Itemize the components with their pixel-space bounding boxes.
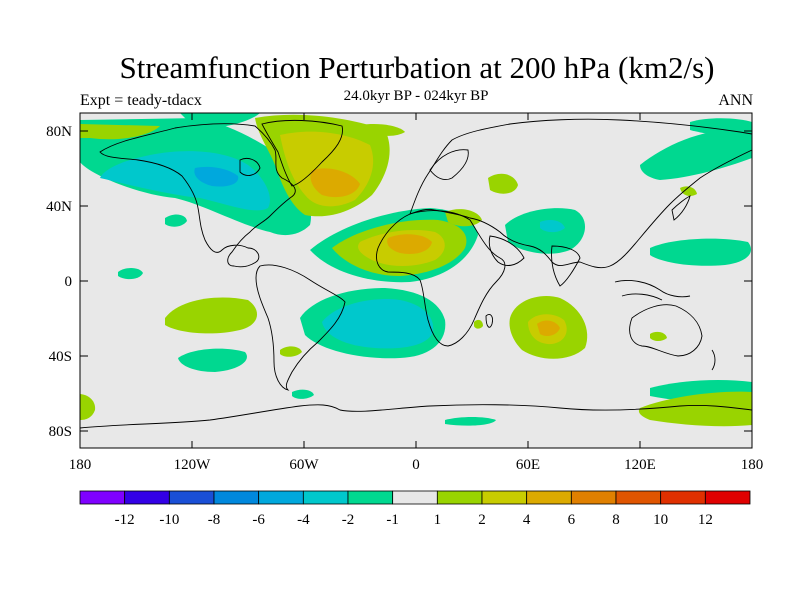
contour-pos1-africa-south (474, 319, 483, 329)
y-tick-label: 80N (46, 124, 72, 140)
colorbar-labels: -12 -10 -8 -6 -4 -2 -1 1 2 4 6 8 10 12 (115, 512, 713, 528)
contour-neg1-antarctica-south (445, 417, 496, 426)
coastline-scandinavia (429, 149, 469, 181)
colorbar-label: 8 (612, 512, 620, 528)
colorbar-label: -1 (386, 512, 399, 528)
contour-pos1-australia-east (650, 331, 667, 341)
contour-pos4-indian-ocean (537, 320, 560, 336)
x-tick-label: 180 (69, 457, 92, 473)
colorbar-label: 6 (568, 512, 576, 528)
x-tick-label: 120E (624, 457, 656, 473)
contour-pos1-antarctica-west (80, 394, 96, 420)
colorbar-label: -10 (159, 512, 179, 528)
contour-neg1-west-pacific (650, 238, 752, 266)
colorbar-box (660, 490, 706, 505)
contour-pos4-north-africa (387, 234, 432, 254)
colorbar (79, 490, 751, 505)
colorbar-box (258, 490, 304, 505)
coastline-eurasia (409, 118, 752, 269)
colorbar-box (481, 490, 528, 505)
contour-neg2-asia (540, 220, 565, 233)
x-tick-label: 120W (174, 457, 212, 473)
colorbar-box (392, 490, 438, 505)
x-tick-label: 0 (412, 457, 420, 473)
colorbar-box (168, 490, 215, 505)
coastline-antarctica (80, 404, 752, 429)
colorbar-box (124, 490, 170, 505)
colorbar-label: 1 (434, 512, 442, 528)
colorbar-label: 10 (653, 512, 668, 528)
axis-ticks (80, 113, 752, 448)
y-tick-label: 40S (49, 349, 72, 365)
contour-pos1-northeast-asia (680, 186, 697, 196)
contour-neg2-north-america (100, 151, 270, 211)
coastline-new-zealand (711, 349, 716, 371)
contour-pos1-south-pacific (165, 297, 258, 334)
contour-neg1-east-pacific (165, 214, 187, 227)
colorbar-label: -12 (115, 512, 135, 528)
coastline-madagascar (485, 313, 493, 328)
x-tick-label: 60W (289, 457, 319, 473)
contour-neg1-central-pacific (118, 267, 143, 280)
coastline-north-america (99, 123, 296, 268)
experiment-label: Expt = teady-tdacx (80, 92, 202, 109)
coastline-greenland (261, 119, 343, 187)
colorbar-label: -2 (342, 512, 355, 528)
colorbar-label: -4 (297, 512, 310, 528)
x-tick-label: 180 (741, 457, 764, 473)
colorbar-label: -8 (208, 512, 221, 528)
coastline-india (551, 245, 581, 287)
contour-pos1-top-left (80, 124, 160, 140)
contour-pos1-antarctica-east (638, 391, 752, 427)
colorbar-label: 12 (698, 512, 713, 528)
colorbar-box (213, 490, 260, 505)
colorbar-label: 4 (523, 512, 531, 528)
coastlines (80, 118, 752, 429)
y-tick-label: 0 (65, 274, 73, 290)
x-tick-label: 60E (516, 457, 540, 473)
coastline-indonesia (614, 279, 691, 301)
colorbar-box (347, 490, 394, 505)
contour-pos1-europe-north (488, 173, 518, 194)
contour-neg1-drake-passage (292, 389, 314, 399)
colorbar-box (526, 490, 572, 505)
contour-neg1-south-pacific (178, 348, 247, 372)
colorbar-box (570, 490, 617, 505)
colorbar-box (302, 490, 349, 505)
period-label: 24.0kyr BP - 024kyr BP (343, 88, 489, 104)
y-tick-label: 80S (49, 424, 72, 440)
contour-pos1-south-america (280, 346, 302, 357)
field-contours (80, 113, 752, 427)
colorbar-label: -6 (252, 512, 265, 528)
y-tick-labels: 80N 40N 0 40S 80S (46, 124, 72, 440)
colorbar-box (615, 490, 662, 505)
x-tick-labels: 180 120W 60W 0 60E 120E 180 (69, 457, 764, 473)
coastline-hudson-bay (239, 157, 261, 176)
coastline-japan (671, 195, 691, 221)
colorbar-box (79, 490, 126, 505)
coastline-south-america (255, 264, 346, 391)
colorbar-box (704, 490, 751, 505)
contour-pos4-north-atlantic (310, 168, 360, 198)
y-tick-label: 40N (46, 199, 72, 215)
colorbar-label: 2 (478, 512, 486, 528)
contour-pos1-arctic-strip (360, 123, 405, 136)
contour-neg1-siberia (640, 128, 752, 180)
colorbar-box (436, 490, 483, 505)
season-label: ANN (718, 92, 753, 109)
plot-title: Streamfunction Perturbation at 200 hPa (… (119, 50, 715, 85)
coastline-australia (629, 304, 703, 357)
contour-neg2-south-atlantic (322, 299, 434, 349)
coastline-arabia (488, 235, 525, 266)
contour-neg4-north-america (194, 166, 239, 187)
